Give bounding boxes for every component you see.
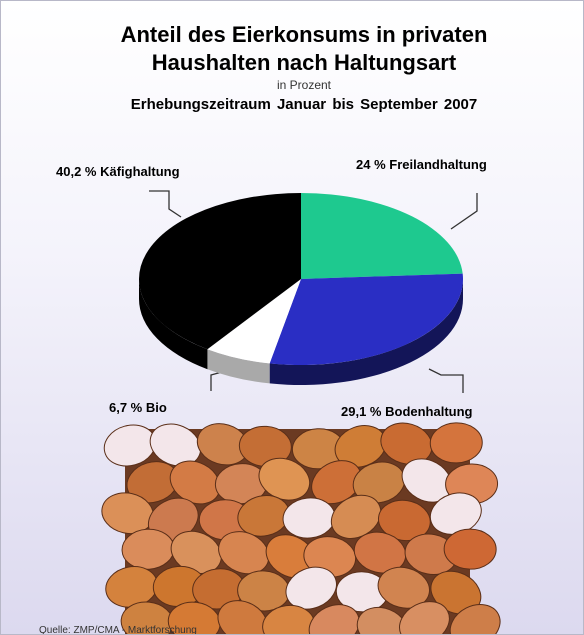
- category-label: Bio: [146, 400, 167, 415]
- source: Quelle: ZMP/CMA - Marktforschung: [39, 625, 197, 635]
- chart-subtitle: in Prozent: [204, 78, 404, 92]
- data-label: 6,7 % Bio: [109, 400, 167, 415]
- pie-slice: [270, 274, 463, 365]
- value-label: 24 %: [356, 157, 386, 172]
- value-label: 6,7 %: [109, 400, 143, 415]
- egg: [444, 529, 497, 570]
- category-label: Freilandhaltung: [389, 157, 487, 172]
- category-label: Bodenhaltung: [385, 404, 472, 419]
- egg: [430, 422, 483, 464]
- pie-slice: [301, 193, 463, 279]
- arrow: [429, 369, 463, 393]
- arrow: [149, 191, 181, 217]
- data-label: 29,1 % Bodenhaltung: [341, 404, 473, 419]
- egg-photo: [98, 417, 507, 634]
- slide: 24 % Freilandhaltung 29,1 % Bodenhaltung 6…: [0, 0, 584, 635]
- data-label: 40,2 % Käfighaltung: [56, 164, 180, 179]
- chart-title: Anteil des Eierkonsums in privaten Haush…: [84, 21, 524, 77]
- arrow: [451, 193, 477, 229]
- value-label: 40,2 %: [56, 164, 97, 179]
- value-label: 29,1 %: [341, 404, 382, 419]
- period: Erhebungszeitraum Januar bis September 2…: [41, 96, 567, 113]
- category-label: Käfighaltung: [100, 164, 179, 179]
- data-label: 24 % Freilandhaltung: [356, 157, 487, 172]
